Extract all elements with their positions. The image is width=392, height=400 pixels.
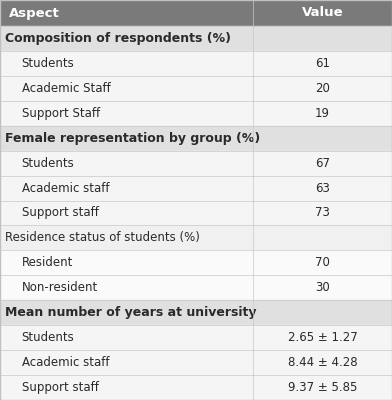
Bar — [0, 226, 392, 250]
Text: 70: 70 — [315, 256, 330, 269]
Bar — [0, 76, 392, 101]
Text: Academic staff: Academic staff — [22, 356, 109, 369]
Bar — [0, 126, 392, 151]
Bar — [0, 325, 392, 350]
Text: Students: Students — [22, 331, 74, 344]
Text: Female representation by group (%): Female representation by group (%) — [5, 132, 260, 145]
Text: 63: 63 — [315, 182, 330, 194]
Text: 20: 20 — [315, 82, 330, 95]
Bar — [0, 250, 392, 275]
Text: Value: Value — [301, 6, 343, 20]
Text: Support staff: Support staff — [22, 381, 98, 394]
Text: 30: 30 — [315, 281, 330, 294]
Bar — [0, 275, 392, 300]
Text: 19: 19 — [315, 107, 330, 120]
Text: Support Staff: Support Staff — [22, 107, 100, 120]
Text: Support staff: Support staff — [22, 206, 98, 220]
Text: 73: 73 — [315, 206, 330, 220]
Bar — [0, 101, 392, 126]
Text: Aspect: Aspect — [9, 6, 59, 20]
Text: Composition of respondents (%): Composition of respondents (%) — [5, 32, 231, 45]
Bar — [0, 300, 392, 325]
Text: Residence status of students (%): Residence status of students (%) — [5, 232, 200, 244]
Text: 67: 67 — [315, 157, 330, 170]
Text: Students: Students — [22, 157, 74, 170]
Bar — [0, 151, 392, 176]
Text: Mean number of years at university: Mean number of years at university — [5, 306, 256, 319]
Text: Academic staff: Academic staff — [22, 182, 109, 194]
Text: Academic Staff: Academic Staff — [22, 82, 110, 95]
Text: Students: Students — [22, 57, 74, 70]
Bar — [0, 26, 392, 51]
Bar — [0, 51, 392, 76]
Bar — [0, 0, 392, 26]
Text: Non-resident: Non-resident — [22, 281, 98, 294]
Text: Resident: Resident — [22, 256, 73, 269]
Text: 9.37 ± 5.85: 9.37 ± 5.85 — [288, 381, 357, 394]
Bar — [0, 200, 392, 226]
Text: 61: 61 — [315, 57, 330, 70]
Bar — [0, 176, 392, 200]
Text: 2.65 ± 1.27: 2.65 ± 1.27 — [288, 331, 357, 344]
Text: 8.44 ± 4.28: 8.44 ± 4.28 — [288, 356, 357, 369]
Bar — [0, 375, 392, 400]
Bar — [0, 350, 392, 375]
